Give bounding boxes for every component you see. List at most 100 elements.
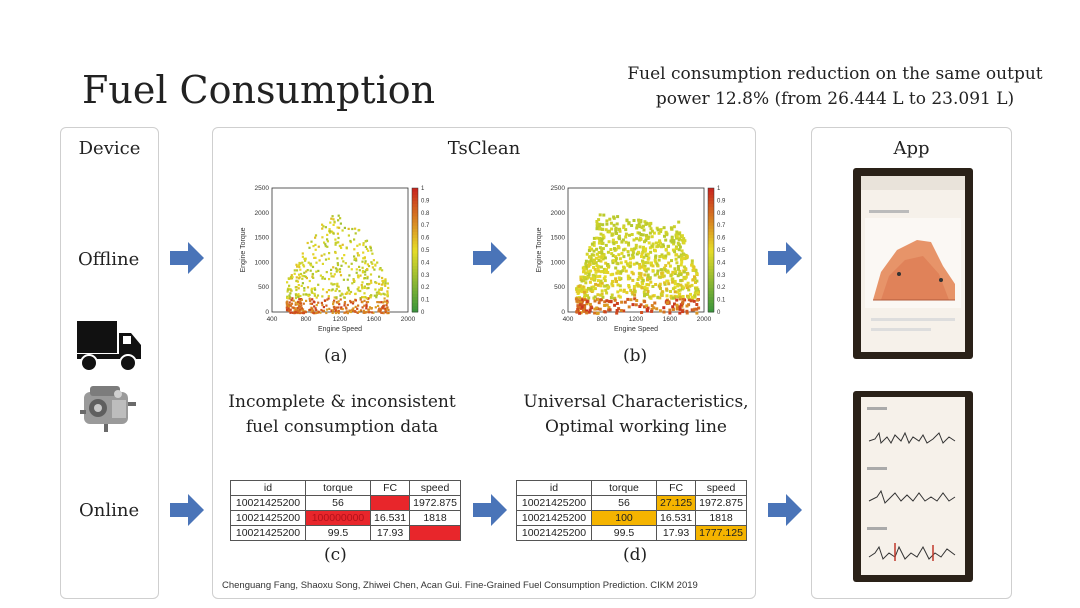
data-point	[680, 260, 684, 264]
data-point	[647, 283, 651, 287]
data-point	[650, 235, 654, 239]
data-point	[291, 275, 294, 279]
data-point	[587, 272, 591, 276]
data-point	[382, 292, 385, 295]
data-point	[369, 296, 372, 299]
data-point	[296, 265, 299, 268]
colorbar-tick-label: 0.9	[717, 198, 726, 204]
data-point	[595, 306, 599, 310]
data-point	[631, 251, 635, 255]
data-point	[616, 290, 620, 294]
data-point	[376, 261, 379, 264]
data-point	[661, 243, 665, 247]
data-point	[599, 284, 603, 288]
data-point	[383, 297, 386, 300]
data-point	[621, 238, 625, 242]
data-point	[595, 264, 599, 267]
cell: 10021425200	[516, 525, 592, 541]
data-point	[347, 289, 350, 292]
data-point	[336, 226, 339, 229]
data-point	[323, 241, 326, 244]
data-point	[301, 277, 304, 280]
data-point	[371, 262, 374, 265]
data-point	[631, 272, 635, 276]
data-point	[603, 279, 607, 283]
colorbar-segment	[412, 231, 418, 235]
data-point	[591, 260, 595, 264]
data-point	[659, 241, 662, 245]
data-point	[612, 241, 616, 245]
data-point	[303, 271, 306, 274]
data-point	[585, 311, 589, 315]
data-point	[630, 224, 634, 227]
data-point	[681, 256, 685, 260]
data-point	[589, 256, 593, 260]
data-point	[641, 262, 645, 266]
data-point	[657, 231, 661, 235]
data-point	[653, 273, 657, 277]
data-point	[351, 309, 354, 312]
data-point	[299, 302, 302, 305]
data-point	[632, 219, 636, 222]
data-point	[312, 312, 316, 315]
data-point	[588, 280, 592, 284]
cell: 1818	[695, 510, 747, 526]
data-point	[321, 277, 324, 280]
data-point	[593, 295, 597, 299]
data-point	[626, 274, 630, 278]
data-point	[650, 304, 654, 308]
data-point	[322, 309, 325, 312]
data-point	[308, 246, 311, 249]
data-point	[386, 290, 389, 293]
data-point	[333, 296, 336, 299]
data-point	[598, 307, 602, 311]
data-point	[374, 288, 377, 291]
data-point	[331, 215, 334, 218]
cell: 10021425200	[230, 510, 306, 526]
colorbar-segment	[708, 215, 714, 220]
data-point	[626, 277, 630, 281]
data-point	[617, 271, 621, 274]
data-point	[592, 249, 596, 253]
data-point	[679, 263, 683, 267]
data-point	[637, 275, 641, 279]
data-point	[290, 299, 293, 302]
data-point	[338, 226, 341, 229]
data-point	[654, 283, 658, 286]
data-point	[685, 304, 689, 308]
data-point	[302, 310, 305, 313]
data-point	[652, 231, 656, 235]
x-tick-label: 1200	[629, 316, 644, 323]
data-point	[327, 289, 330, 292]
data-point	[337, 306, 340, 309]
colorbar-tick-label: 0.7	[717, 223, 726, 229]
data-point	[598, 246, 602, 250]
data-point	[304, 310, 307, 313]
data-point	[676, 241, 680, 245]
data-point	[302, 302, 305, 305]
data-point	[382, 301, 385, 304]
colorbar-segment	[412, 243, 418, 248]
data-point	[378, 288, 381, 291]
colorbar-tick-label: 0.2	[717, 285, 726, 291]
table-row: 10021425200 99.5 17.93	[230, 525, 461, 541]
data-point	[310, 287, 313, 290]
data-point	[614, 256, 618, 260]
data-point	[363, 286, 366, 289]
data-point	[316, 294, 320, 297]
data-point	[382, 312, 385, 315]
data-point	[627, 243, 631, 247]
scatter-plot-a: 400 800 1200 1600 2000 0 500 1000 1500 2000 2500 En…	[240, 185, 430, 333]
data-point	[290, 274, 293, 277]
data-point	[614, 259, 618, 263]
data-point	[619, 309, 623, 312]
data-point	[366, 287, 369, 290]
data-point	[361, 260, 364, 263]
data-point	[662, 306, 666, 310]
data-point	[337, 236, 340, 240]
app-screen-chart	[861, 176, 965, 352]
data-point	[575, 310, 579, 314]
data-point	[662, 266, 666, 270]
data-point	[607, 306, 611, 310]
data-point	[296, 303, 300, 306]
